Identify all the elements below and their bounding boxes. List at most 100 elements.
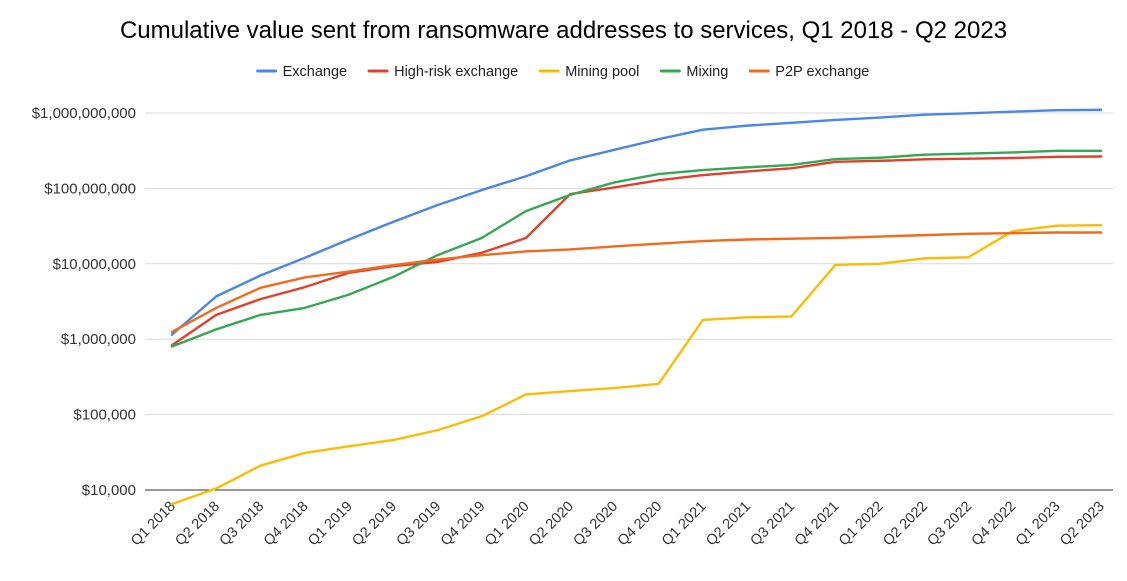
data-point-p2p-exchange xyxy=(391,263,395,267)
x-tick-label: Q1 2019 xyxy=(305,499,356,550)
y-tick-label: $100,000,000 xyxy=(44,180,136,197)
data-point-p2p-exchange xyxy=(347,270,351,273)
data-point-mixing xyxy=(878,156,882,159)
data-point-exchange xyxy=(215,295,218,298)
legend-item-p2p-exchange: P2P exchange xyxy=(748,64,869,80)
data-point-mixing xyxy=(657,172,660,176)
data-point-mining-pool xyxy=(657,382,660,386)
x-tick-label: Q3 2020 xyxy=(571,499,622,550)
legend-label: Mining pool xyxy=(565,64,639,80)
data-point-mixing xyxy=(568,193,572,197)
x-tick-label: Q4 2021 xyxy=(792,499,843,550)
data-point-high-risk-exchange xyxy=(613,186,616,189)
x-tick-label: Q1 2018 xyxy=(128,499,179,550)
x-tick-label: Q3 2019 xyxy=(394,499,445,550)
series-lines xyxy=(170,108,1103,506)
data-point-exchange xyxy=(259,274,262,277)
data-point-mixing xyxy=(259,313,262,317)
legend-label: P2P exchange xyxy=(775,64,869,80)
data-point-mining-pool xyxy=(480,415,483,418)
x-tick-label: Q4 2020 xyxy=(615,499,666,550)
x-tick-label: Q3 2021 xyxy=(748,499,799,550)
x-tick-label: Q1 2021 xyxy=(659,499,710,550)
y-tick-label: $10,000 xyxy=(82,482,136,499)
data-point-high-risk-exchange xyxy=(436,260,439,264)
data-point-p2p-exchange xyxy=(613,245,616,248)
data-point-high-risk-exchange xyxy=(657,179,660,182)
data-point-mixing xyxy=(745,166,749,169)
x-tick-label: Q1 2020 xyxy=(482,499,533,550)
data-point-mining-pool xyxy=(701,318,705,322)
gridlines xyxy=(145,112,1113,491)
data-point-high-risk-exchange xyxy=(1099,155,1103,158)
data-point-mixing xyxy=(524,209,528,213)
data-point-exchange xyxy=(391,220,395,224)
data-point-exchange xyxy=(170,333,174,336)
legend-item-mixing: Mixing xyxy=(659,64,728,80)
legend-item-mining-pool: Mining pool xyxy=(538,64,639,80)
data-point-exchange xyxy=(1011,110,1014,113)
x-tick-label: Q2 2018 xyxy=(172,499,223,550)
data-point-mining-pool xyxy=(347,445,351,448)
data-point-mixing xyxy=(391,275,395,279)
data-point-high-risk-exchange xyxy=(524,236,528,240)
legend: Exchange High-risk exchange Mining pool Mix… xyxy=(256,64,869,80)
x-tick-label: Q2 2021 xyxy=(703,499,754,550)
data-point-p2p-exchange xyxy=(745,238,749,241)
data-point-mining-pool xyxy=(436,429,439,432)
data-point-exchange xyxy=(790,121,793,125)
x-tick-label: Q2 2023 xyxy=(1057,499,1108,550)
data-point-p2p-exchange xyxy=(967,232,970,235)
data-point-p2p-exchange xyxy=(568,248,572,251)
x-tick-label: Q2 2020 xyxy=(526,499,577,550)
data-point-mixing xyxy=(701,168,705,172)
data-point-mixing xyxy=(480,236,483,240)
data-point-mixing xyxy=(1011,151,1014,154)
data-point-exchange xyxy=(657,137,660,141)
data-point-mining-pool xyxy=(1055,224,1058,227)
data-point-mixing xyxy=(1099,149,1103,153)
data-point-p2p-exchange xyxy=(790,237,793,240)
legend-label: Exchange xyxy=(283,64,348,80)
series-line-p2p-exchange xyxy=(170,231,1103,334)
series-line-mining-pool xyxy=(170,224,1103,506)
data-point-p2p-exchange xyxy=(701,239,705,243)
data-point-exchange xyxy=(922,113,926,116)
data-point-high-risk-exchange xyxy=(303,285,306,289)
data-point-exchange xyxy=(347,238,351,241)
data-point-exchange xyxy=(878,116,882,119)
data-point-mining-pool xyxy=(613,386,616,390)
data-point-p2p-exchange xyxy=(878,235,882,238)
series-mining-pool xyxy=(170,224,1103,506)
legend-item-exchange: Exchange xyxy=(256,64,348,80)
data-point-p2p-exchange xyxy=(834,236,837,240)
data-point-mining-pool xyxy=(922,257,926,260)
data-point-high-risk-exchange xyxy=(834,160,837,164)
data-point-mining-pool xyxy=(524,393,528,396)
data-point-mixing xyxy=(170,345,174,348)
data-point-exchange xyxy=(524,175,528,178)
data-point-exchange xyxy=(967,112,970,115)
data-point-high-risk-exchange xyxy=(967,157,970,160)
x-tick-label: Q3 2022 xyxy=(924,499,975,550)
data-point-mining-pool xyxy=(215,487,218,490)
x-tick-label: Q3 2018 xyxy=(217,499,268,550)
data-point-high-risk-exchange xyxy=(1055,155,1058,159)
data-point-high-risk-exchange xyxy=(878,159,882,163)
data-point-mixing xyxy=(834,157,837,161)
data-point-exchange xyxy=(745,124,749,127)
y-tick-label: $1,000,000 xyxy=(61,331,136,348)
series-exchange xyxy=(170,108,1103,336)
data-point-mining-pool xyxy=(878,262,882,265)
data-point-high-risk-exchange xyxy=(790,167,793,170)
data-point-p2p-exchange xyxy=(436,258,439,261)
data-point-exchange xyxy=(613,148,616,152)
data-point-high-risk-exchange xyxy=(480,251,483,254)
series-line-exchange xyxy=(170,108,1103,336)
data-point-p2p-exchange xyxy=(922,233,926,237)
data-point-exchange xyxy=(568,159,572,162)
data-point-mixing xyxy=(967,152,970,155)
data-point-p2p-exchange xyxy=(303,276,306,279)
